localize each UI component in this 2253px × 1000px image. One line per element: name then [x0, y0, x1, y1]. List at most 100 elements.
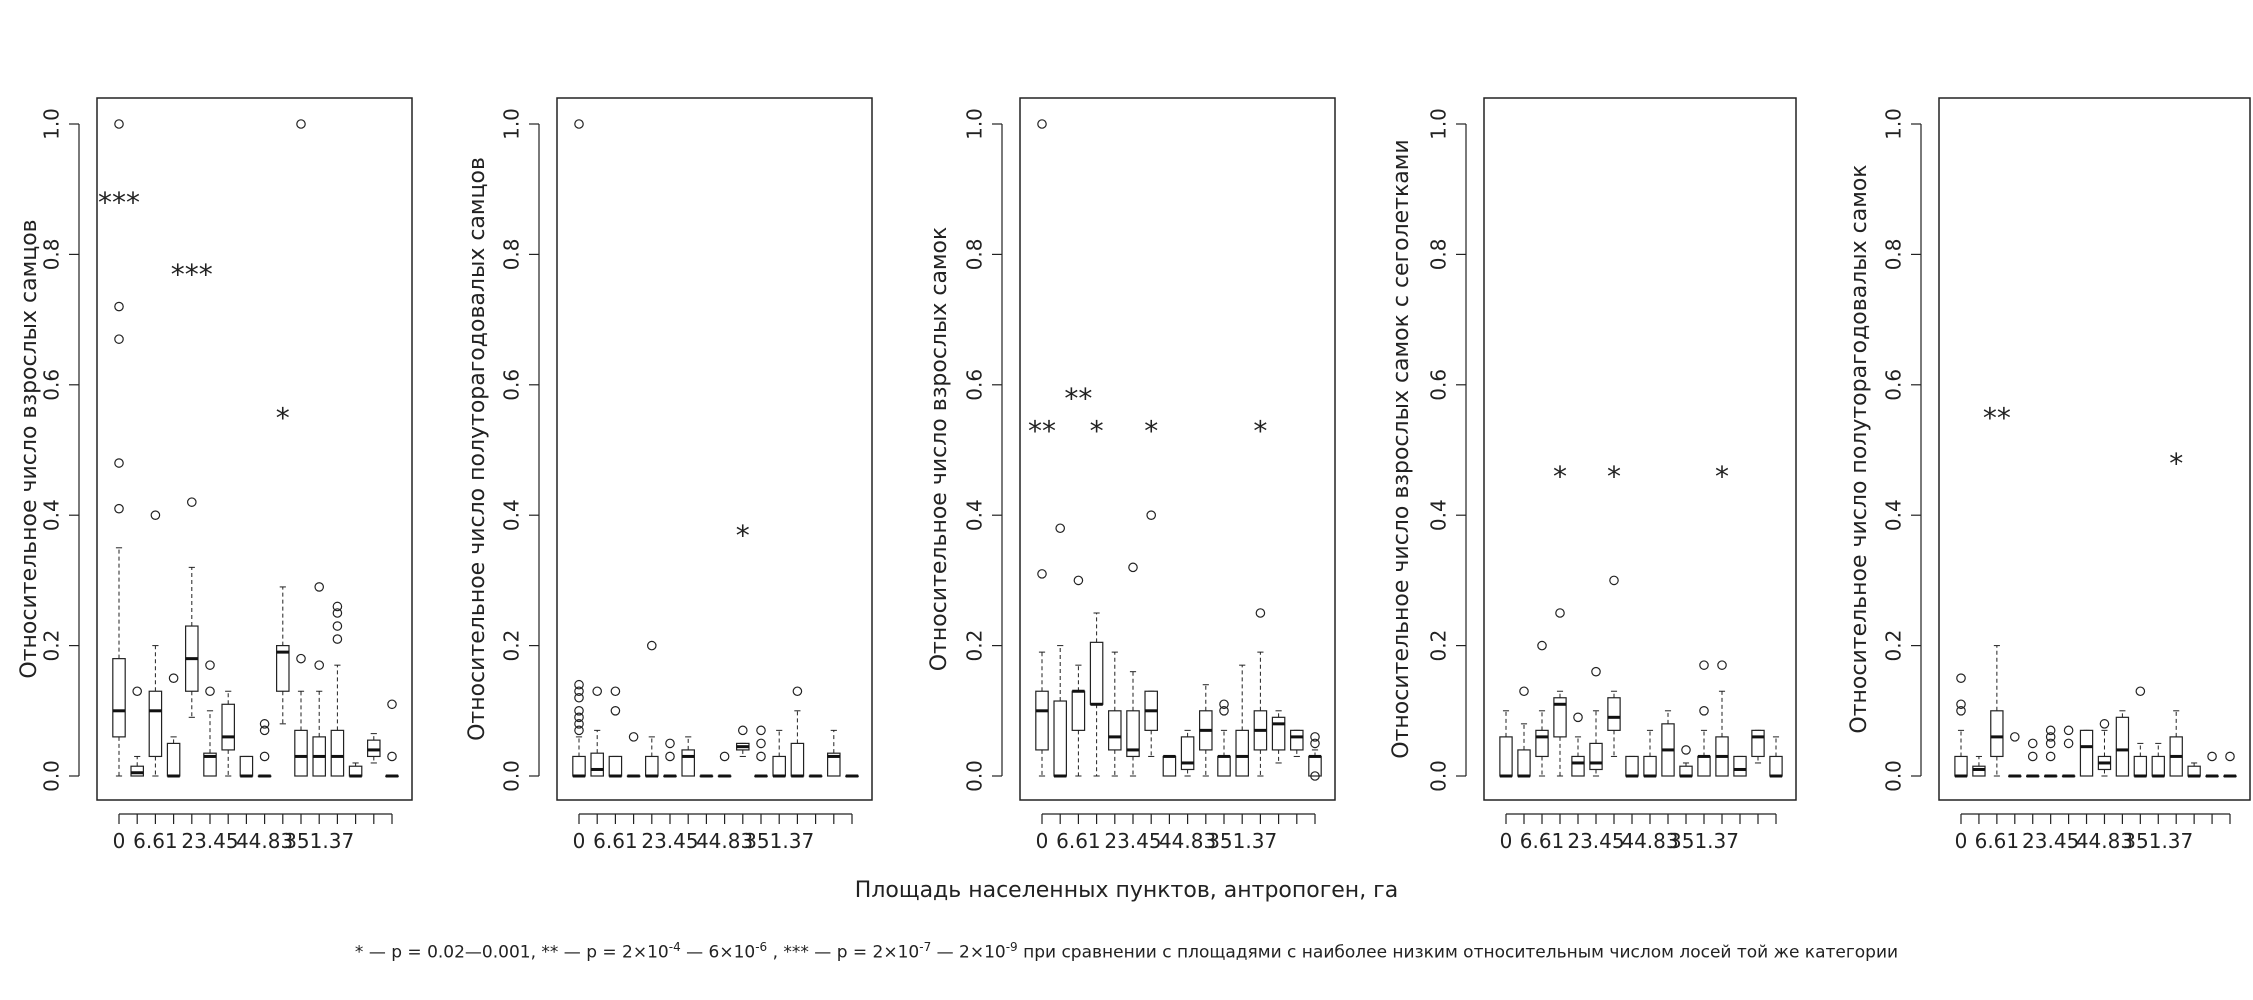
box-body [1126, 710, 1140, 758]
box-body [1290, 729, 1304, 751]
box-body [1990, 710, 2004, 758]
significance-marker: * [1144, 414, 1158, 447]
footnote-p2-marker: ** [541, 942, 559, 963]
box-outlier [259, 751, 270, 762]
panel-3-y-tick-label: 0.6 [963, 369, 987, 401]
box-outlier [610, 686, 621, 697]
panel-1-x-tick-label: 0 [113, 829, 126, 853]
box-outlier [1699, 660, 1709, 670]
panel-3-y-tick-label: 0.8 [963, 238, 987, 270]
significance-marker: * [1090, 414, 1104, 447]
box-outlier [1717, 660, 1727, 670]
box-outlier [150, 510, 161, 520]
box-body [367, 739, 381, 758]
footnote-p1-label: — p = 0.02—0.001, [363, 942, 542, 963]
panel-5-y-tick-label: 0.0 [1882, 760, 1906, 792]
box-body [1589, 742, 1603, 771]
box-body [772, 755, 786, 777]
box-outlier [2045, 732, 2056, 742]
panel-4-y-tick-label: 0.2 [1427, 630, 1451, 662]
panel-3-y-tick-label: 0.2 [963, 630, 987, 662]
panel-2-x-tick-label: 351.37 [744, 829, 814, 853]
box-body [1625, 755, 1639, 777]
box-outlier [2099, 719, 2110, 729]
box-outlier [1219, 699, 1229, 710]
box-body [2151, 755, 2165, 777]
box-outlier [1310, 738, 1320, 749]
significance-marker: * [1253, 414, 1267, 447]
box-body [1517, 749, 1531, 777]
box-outlier [1037, 569, 1047, 579]
box-outlier [1956, 705, 1966, 716]
footnote-p2-exp2: -6 [755, 940, 768, 954]
box-body [203, 752, 217, 777]
box-body [790, 742, 805, 777]
panel-4-y-tick-label: 0.8 [1427, 238, 1451, 270]
box-outlier [2045, 751, 2056, 762]
box-outlier [387, 699, 397, 710]
box-body [1089, 641, 1104, 705]
box-outlier [1128, 562, 1138, 573]
footnote-p1-marker: * [354, 942, 364, 963]
footnote-p3-label: — p = 2×10 [808, 942, 920, 963]
panel-1-y-tick-label: 0.4 [40, 499, 64, 531]
box-body [1643, 755, 1657, 777]
box-outlier [132, 686, 142, 697]
box-body [148, 690, 163, 758]
panel-4-y-tick-label: 1.0 [1427, 108, 1451, 140]
box-body [572, 755, 586, 777]
significance-marker: * [276, 401, 290, 434]
box-outlier [1956, 673, 1966, 683]
box-body [1071, 690, 1086, 731]
panel-5-x-tick-label: 6.61 [1975, 829, 2020, 853]
box-outlier [665, 738, 675, 749]
box-body [1535, 729, 1549, 758]
significance-marker: ** [1983, 401, 2011, 434]
box-outlier [574, 705, 584, 716]
box-body [827, 752, 841, 777]
footnote-p3-mid: — 2×10 [931, 942, 1006, 963]
box-outlier [259, 719, 270, 729]
box-outlier [332, 634, 343, 644]
panel-1-y-tick-label: 0.6 [40, 369, 64, 401]
footnote-p3-exp2: -9 [1005, 940, 1018, 954]
panel-2-y-tick-label: 0.6 [500, 369, 524, 401]
x-axis-title: Площадь населенных пунктов, антропоген, … [854, 878, 1399, 903]
box-outlier [1519, 686, 1529, 697]
box-outlier [574, 686, 584, 697]
panel-2-y-axis-title: Относительное число полуторагодовалых са… [465, 157, 490, 741]
panel-3-x-tick-label: 44.83 [1159, 829, 1216, 853]
significance-marker: * [2169, 447, 2183, 480]
footnote-p3-exp1: -7 [919, 940, 932, 954]
box-outlier [592, 686, 602, 697]
box-body [1499, 736, 1513, 777]
box-outlier [205, 660, 215, 670]
box-body [1571, 755, 1585, 777]
box-body [1308, 755, 1322, 777]
box-body [590, 752, 604, 777]
panel-4-y-axis-title: Относительное число взрослых самок с сег… [1389, 139, 1414, 758]
box-outlier [1073, 575, 1084, 586]
box-outlier [114, 503, 124, 514]
box-outlier [574, 119, 584, 129]
box-body [681, 749, 695, 777]
panel-5-x-tick-label: 23.45 [2022, 829, 2079, 853]
box-body [294, 729, 308, 777]
significance-marker: * [736, 519, 750, 552]
box-body [330, 729, 345, 777]
panel-1-y-tick-label: 0.0 [40, 760, 64, 792]
box-outlier [332, 608, 343, 618]
panel-5-frame [1938, 97, 2251, 801]
box-body [2079, 729, 2094, 777]
box-outlier [665, 751, 675, 762]
box-body [2115, 716, 2130, 777]
box-outlier [792, 686, 803, 697]
panel-5-y-tick-label: 0.6 [1882, 369, 1906, 401]
box-body [1607, 697, 1621, 731]
significance-marker: *** [98, 186, 140, 219]
box-outlier [187, 497, 197, 507]
box-outlier [574, 712, 584, 723]
box-outlier [2010, 732, 2020, 742]
footnote-tail: при сравнении с площадями с наиболее низ… [1017, 942, 1899, 963]
box-outlier [2207, 751, 2217, 762]
